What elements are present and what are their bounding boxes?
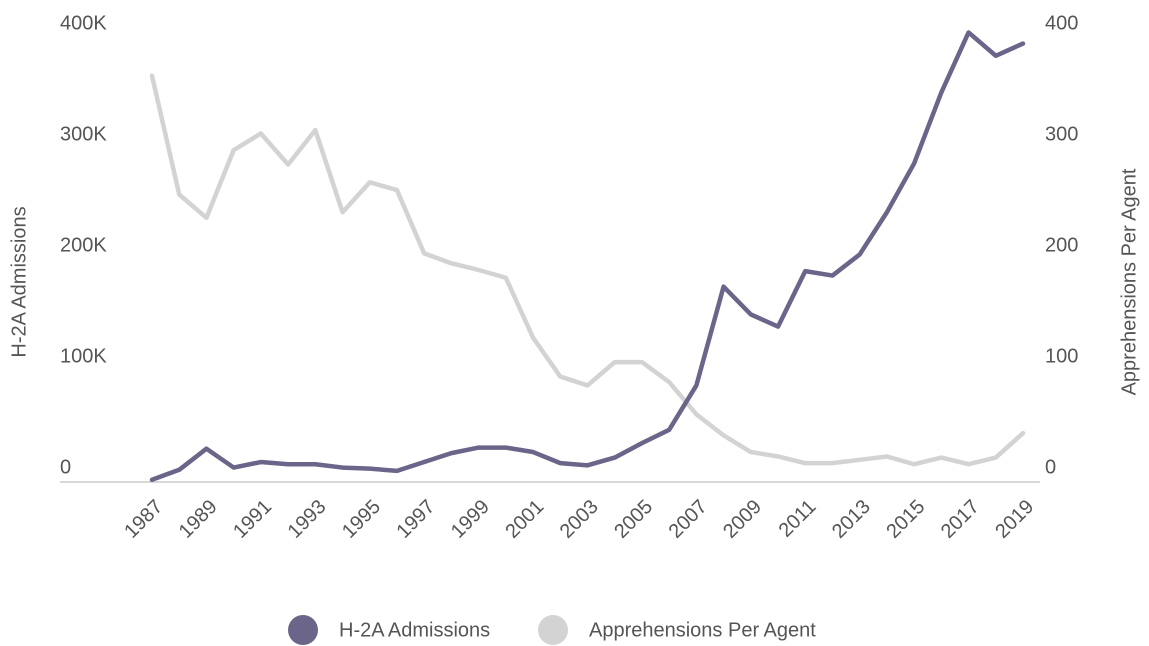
series-line bbox=[149, 73, 1026, 467]
y2-tick-label: 200 bbox=[1045, 234, 1078, 256]
x-tick-label: 1999 bbox=[447, 496, 494, 543]
x-tick-label: 2019 bbox=[991, 496, 1038, 543]
x-tick-label: 2015 bbox=[882, 496, 929, 543]
x-tick-label: 2005 bbox=[610, 496, 657, 543]
y-tick-label: 300K bbox=[60, 123, 107, 145]
x-tick-label: 2017 bbox=[937, 496, 984, 543]
x-tick-label: 1997 bbox=[392, 496, 439, 543]
y-tick-label: 100K bbox=[60, 345, 107, 367]
x-tick-label: 1987 bbox=[120, 496, 167, 543]
legend-label: H-2A Admissions bbox=[339, 619, 490, 641]
y2-tick-label: 300 bbox=[1045, 123, 1078, 145]
legend-marker bbox=[538, 615, 568, 645]
y-axis-title: H-2A Admissions bbox=[8, 206, 30, 357]
x-tick-label: 1989 bbox=[175, 496, 222, 543]
legend-marker bbox=[288, 615, 318, 645]
series-line bbox=[149, 30, 1026, 483]
y-tick-label: 0 bbox=[60, 456, 71, 478]
x-tick-label: 2007 bbox=[665, 496, 712, 543]
y-tick-label: 200K bbox=[60, 234, 107, 256]
y2-tick-label: 0 bbox=[1045, 456, 1056, 478]
x-tick-label: 1995 bbox=[338, 496, 385, 543]
x-tick-label: 2009 bbox=[719, 496, 766, 543]
x-tick-label: 2001 bbox=[501, 496, 548, 543]
y2-tick-label: 400 bbox=[1045, 12, 1078, 34]
x-tick-label: 2011 bbox=[775, 496, 821, 542]
x-tick-label: 2013 bbox=[828, 496, 875, 543]
y2-tick-label: 100 bbox=[1045, 345, 1078, 367]
x-tick-label: 1991 bbox=[229, 496, 276, 543]
x-tick-label: 1993 bbox=[284, 496, 331, 543]
x-tick-label: 2003 bbox=[556, 496, 603, 543]
y2-axis-title: Apprehensions Per Agent bbox=[1118, 168, 1140, 395]
y-tick-label: 400K bbox=[60, 12, 107, 34]
legend-label: Apprehensions Per Agent bbox=[589, 619, 816, 641]
